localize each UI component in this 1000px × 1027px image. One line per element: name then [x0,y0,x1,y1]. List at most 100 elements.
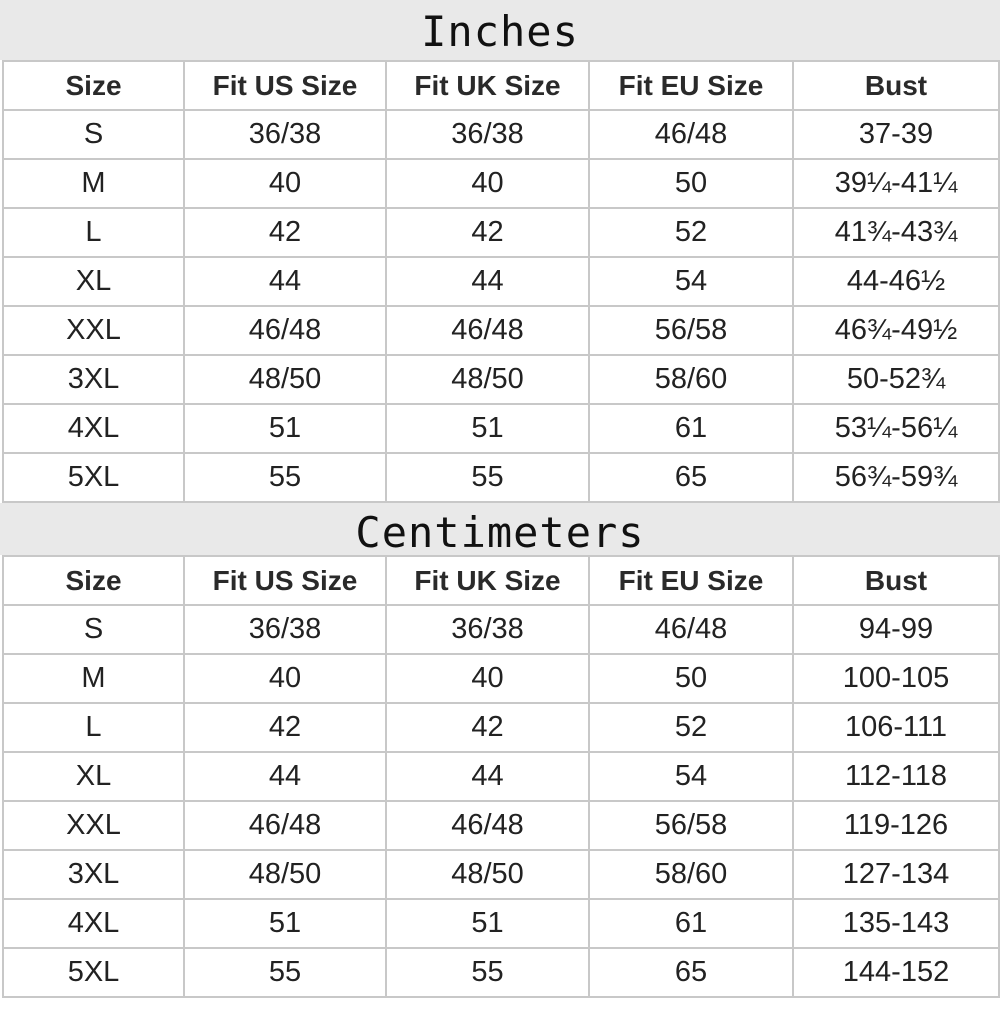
table-cell: L [2,702,185,753]
table-cell: 55 [385,452,590,503]
table-cell: 48/50 [183,354,387,405]
table-row: S 36/38 36/38 46/48 94-99 [2,604,1000,655]
table-cell: 42 [183,702,387,753]
table-cell: 54 [588,256,794,307]
table-cell: 51 [183,403,387,454]
table-cell: 44 [183,256,387,307]
table-cell: 40 [385,653,590,704]
table-cell: 46/48 [588,604,794,655]
table-cell: 42 [183,207,387,258]
table-cell: 44-46½ [792,256,1000,307]
table-row: 5XL 55 55 65 56¾-59¾ [2,452,1000,503]
table-cell: XL [2,751,185,802]
table-cell: 53¼-56¼ [792,403,1000,454]
table-cell: 65 [588,947,794,998]
table-cell: 42 [385,207,590,258]
table-cell: 41¾-43¾ [792,207,1000,258]
table-row: 4XL 51 51 61 135-143 [2,898,1000,949]
table-cell: 36/38 [385,604,590,655]
header-row: Size Fit US Size Fit UK Size Fit EU Size Bus… [2,60,1000,111]
table-row: S 36/38 36/38 46/48 37-39 [2,109,1000,160]
table-row: 3XL 48/50 48/50 58/60 50-52¾ [2,354,1000,405]
table-cell: 106-111 [792,702,1000,753]
table-cell: XXL [2,800,185,851]
table-cell: 58/60 [588,354,794,405]
table-cell: 44 [385,256,590,307]
table-cell: 46¾-49½ [792,305,1000,356]
table-cell: XL [2,256,185,307]
table-row: XXL 46/48 46/48 56/58 119-126 [2,800,1000,851]
table-row: 5XL 55 55 65 144-152 [2,947,1000,998]
table-row: XL 44 44 54 112-118 [2,751,1000,802]
table-cell: 5XL [2,947,185,998]
table-cell: 50 [588,158,794,209]
table-cell: 46/48 [385,305,590,356]
table-cell: 100-105 [792,653,1000,704]
column-header: Bust [792,60,1000,111]
table-cell: 44 [183,751,387,802]
column-header: Size [2,555,185,606]
table-cell: 56/58 [588,800,794,851]
table-cell: 135-143 [792,898,1000,949]
table-cell: 52 [588,702,794,753]
table-cell: 119-126 [792,800,1000,851]
table-cell: 56¾-59¾ [792,452,1000,503]
table-cell: 65 [588,452,794,503]
table-cell: 40 [183,653,387,704]
table-cell: 39¼-41¼ [792,158,1000,209]
table-cell: S [2,604,185,655]
table-cell: 55 [183,947,387,998]
column-header: Fit EU Size [588,555,794,606]
table-cell: 3XL [2,354,185,405]
table-cell: 48/50 [183,849,387,900]
column-header: Bust [792,555,1000,606]
column-header: Fit US Size [183,555,387,606]
table-cell: 144-152 [792,947,1000,998]
column-header: Fit US Size [183,60,387,111]
table-cell: 46/48 [183,800,387,851]
table-cell: 40 [385,158,590,209]
size-chart: Inches Size Fit US Size Fit UK Size Fit EU S… [0,0,1000,998]
table-cell: 52 [588,207,794,258]
table-row: L 42 42 52 106-111 [2,702,1000,753]
table-cell: 61 [588,898,794,949]
table-row: M 40 40 50 100-105 [2,653,1000,704]
header-row: Size Fit US Size Fit UK Size Fit EU Size Bus… [2,555,1000,606]
inches-table: Size Fit US Size Fit UK Size Fit EU Size Bus… [2,60,1000,503]
table-row: XXL 46/48 46/48 56/58 46¾-49½ [2,305,1000,356]
table-cell: 46/48 [588,109,794,160]
table-cell: 94-99 [792,604,1000,655]
table-cell: 4XL [2,898,185,949]
table-cell: 4XL [2,403,185,454]
table-cell: 44 [385,751,590,802]
table-row: M 40 40 50 39¼-41¼ [2,158,1000,209]
table-cell: 48/50 [385,849,590,900]
table-cell: 36/38 [385,109,590,160]
table-cell: 37-39 [792,109,1000,160]
table-cell: 51 [183,898,387,949]
table-cell: 36/38 [183,604,387,655]
table-cell: 55 [183,452,387,503]
table-cell: 112-118 [792,751,1000,802]
table-cell: 5XL [2,452,185,503]
column-header: Fit UK Size [385,60,590,111]
table-cell: 40 [183,158,387,209]
table-cell: 42 [385,702,590,753]
table-cell: 50 [588,653,794,704]
column-header: Fit EU Size [588,60,794,111]
table-cell: M [2,653,185,704]
section-title: Centimeters [0,503,1000,557]
table-cell: M [2,158,185,209]
table-cell: L [2,207,185,258]
table-cell: 127-134 [792,849,1000,900]
table-cell: 51 [385,403,590,454]
table-cell: XXL [2,305,185,356]
table-cell: 54 [588,751,794,802]
table-cell: 36/38 [183,109,387,160]
table-cell: 51 [385,898,590,949]
table-cell: 46/48 [385,800,590,851]
table-cell: S [2,109,185,160]
table-cell: 46/48 [183,305,387,356]
centimeters-table: Size Fit US Size Fit UK Size Fit EU Size Bus… [2,555,1000,998]
table-cell: 55 [385,947,590,998]
